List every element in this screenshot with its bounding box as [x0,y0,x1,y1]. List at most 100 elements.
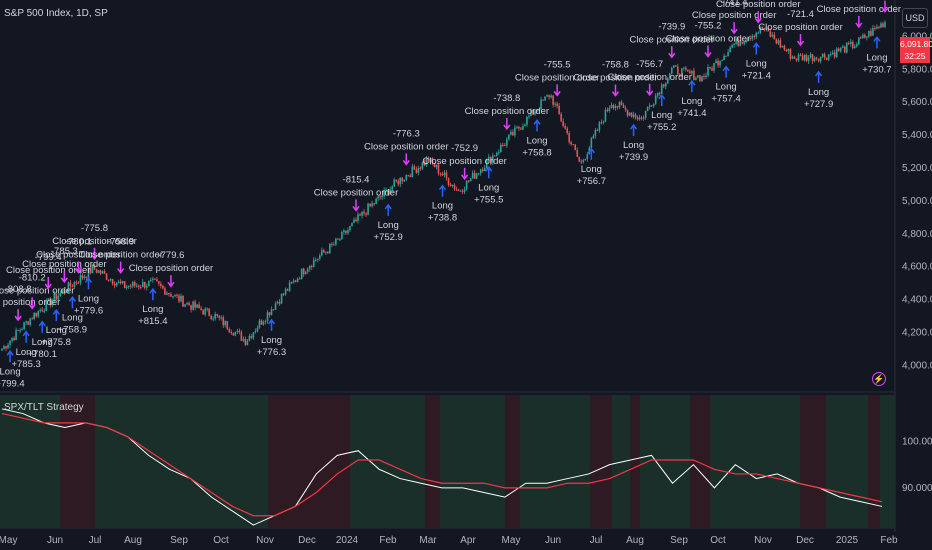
currency-button[interactable]: USD [902,8,928,28]
candle [843,46,846,53]
candle [405,174,408,180]
candle [612,105,615,109]
candle [598,122,601,131]
candle [439,173,442,175]
entry-pnl: +727.9 [804,99,833,110]
candle [274,303,277,310]
entry-pnl: +776.3 [257,347,286,358]
candle [154,278,156,280]
candle [288,282,291,291]
candle [300,268,303,279]
candle [725,55,727,57]
candle [131,282,134,287]
regime-band [690,395,710,528]
candle [57,295,60,300]
candle [59,292,62,296]
entry-pnl: +775.8 [42,337,71,348]
candle [449,184,452,186]
candle [731,45,733,48]
candle [164,288,166,295]
candle [819,56,822,62]
candle [735,38,737,44]
candle [270,309,273,316]
candle [200,308,202,311]
regime-band [590,395,612,528]
entry-arrow-head [22,330,30,337]
candle [868,30,870,37]
candle [310,265,313,268]
candle [610,105,613,108]
candle [582,160,585,163]
exit-label: Close position order [758,22,843,33]
candle [180,295,182,302]
candle [866,36,868,38]
candle [469,178,472,182]
candle [238,330,241,333]
exit-label: Close position order [36,249,121,260]
entry-label: Long [866,52,887,63]
candle [363,211,365,214]
candle [839,47,842,52]
candle [437,164,440,174]
chart-symbol-title: S&P 500 Index, 1D, SP [4,8,108,19]
candle [335,238,337,245]
candle [125,286,128,289]
candle [522,126,524,130]
entry-pnl: +785.3 [11,359,40,370]
time-axis-label: Nov [754,535,772,546]
candle [1,348,3,351]
candle [504,145,506,147]
candle [574,144,577,151]
candle [683,67,685,69]
entry-pnl: +799.4 [0,378,25,389]
candle [852,41,854,48]
time-axis-label: Apr [460,535,476,546]
candle [323,250,325,253]
candle [194,301,196,308]
candle [246,340,249,345]
time-axis-label: Dec [796,535,814,546]
candle [884,22,886,28]
indicator-axis-label: 100.0000 [902,436,932,447]
exit-pnl: -727.9 [845,0,872,2]
candle [556,103,558,106]
candle [93,265,96,270]
candle [170,294,172,297]
candle [648,105,651,107]
exit-pnl: -799.4 [35,252,62,263]
candle [606,109,609,112]
candle [304,271,307,275]
exit-label: Close position order [666,33,751,44]
candle [81,275,84,279]
candle [19,330,21,332]
candle [540,99,542,110]
regime-band [60,395,95,528]
exit-label: Close position order [6,265,91,276]
candle [192,301,194,310]
candle [41,309,44,312]
candle [552,95,554,105]
candle [769,31,772,37]
exit-pnl: -758.8 [602,60,629,71]
candle [805,54,808,62]
entry-label: Long [623,140,644,151]
candle [592,135,595,139]
candle [373,203,375,205]
candle [97,270,100,273]
candle [206,308,208,310]
exit-arrow-head [117,268,125,274]
candle [516,126,518,128]
candle [431,157,434,164]
candle [741,42,743,44]
candle [457,189,460,191]
candle [75,282,78,284]
candle [807,57,810,62]
exit-pnl: -808.8 [5,284,32,295]
lightning-icon[interactable]: ⚡ [872,372,886,386]
indicator-title: SPX/TLT Strategy [4,402,84,413]
candle [656,92,659,96]
candle [121,281,124,284]
candle [371,203,373,207]
candle [759,26,762,33]
